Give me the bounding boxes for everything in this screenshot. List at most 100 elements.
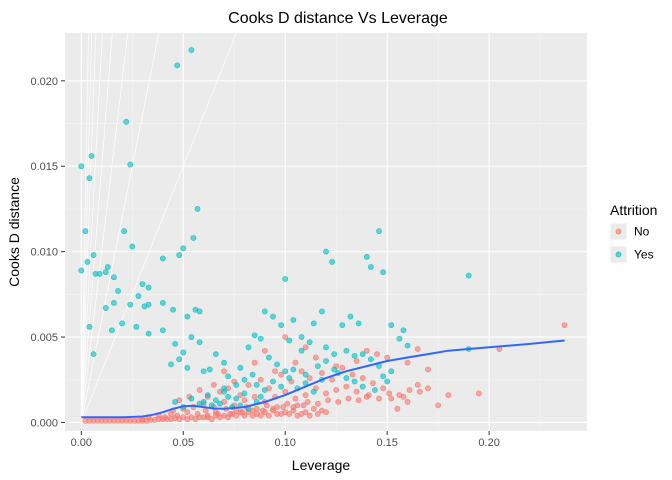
data-point-yes xyxy=(290,366,297,373)
data-point-no xyxy=(353,388,360,395)
data-point-yes xyxy=(133,323,140,330)
data-point-no xyxy=(312,354,319,361)
data-point-no xyxy=(414,381,421,388)
data-point-yes xyxy=(84,258,91,265)
data-point-no xyxy=(345,395,352,402)
data-point-no xyxy=(210,381,217,388)
data-point-no xyxy=(270,405,276,412)
data-point-no xyxy=(306,375,313,381)
data-point-yes xyxy=(282,276,289,282)
data-point-yes xyxy=(88,153,95,159)
data-point-no xyxy=(365,392,372,399)
data-point-no xyxy=(251,393,258,400)
data-point-yes xyxy=(278,322,285,328)
data-point-yes xyxy=(278,383,285,390)
data-point-no xyxy=(302,344,309,351)
data-point-no xyxy=(353,358,360,364)
data-point-yes xyxy=(123,118,130,125)
data-point-no xyxy=(310,405,317,412)
data-point-yes xyxy=(96,270,103,277)
data-point-no xyxy=(257,376,264,383)
data-point-no xyxy=(196,387,203,393)
y-axis-title: Cooks D distance xyxy=(6,177,22,287)
data-point-no xyxy=(369,380,376,387)
data-point-no xyxy=(476,390,482,397)
data-point-yes xyxy=(257,393,264,400)
data-point-no xyxy=(445,392,452,399)
data-point-no xyxy=(194,411,201,417)
data-point-yes xyxy=(127,301,134,308)
data-point-yes xyxy=(404,342,411,349)
y-tick-label: 0.010 xyxy=(30,247,58,259)
data-point-yes xyxy=(261,387,268,393)
data-point-no xyxy=(416,388,423,395)
data-point-yes xyxy=(119,320,125,327)
data-point-yes xyxy=(127,161,134,168)
y-tick-label: 0.000 xyxy=(30,417,58,429)
data-point-no xyxy=(329,376,336,383)
data-point-yes xyxy=(323,344,329,351)
data-point-yes xyxy=(347,313,354,320)
data-point-no xyxy=(261,347,268,354)
data-point-yes xyxy=(102,305,109,311)
x-axis-title: Leverage xyxy=(292,457,351,473)
y-axis: 0.000 0.005 0.010 0.015 0.020 xyxy=(30,76,65,429)
data-point-no xyxy=(284,400,291,407)
data-point-yes xyxy=(145,301,152,308)
x-axis: 0.00 0.05 0.10 0.15 0.20 xyxy=(71,431,500,449)
panel-background xyxy=(65,33,587,431)
data-point-yes xyxy=(270,313,276,320)
data-point-no xyxy=(319,370,325,376)
data-point-no xyxy=(343,383,350,390)
data-point-no xyxy=(302,409,309,416)
data-point-yes xyxy=(176,356,183,363)
data-point-yes xyxy=(145,284,152,291)
data-point-yes xyxy=(82,228,89,235)
data-point-yes xyxy=(180,245,187,252)
data-point-yes xyxy=(188,395,195,402)
smooth-line xyxy=(81,339,565,419)
data-point-no xyxy=(184,409,191,416)
data-point-yes xyxy=(108,327,115,334)
data-point-no xyxy=(298,368,305,375)
data-point-yes xyxy=(241,390,248,397)
data-point-yes xyxy=(257,335,264,342)
x-tick-label: 0.10 xyxy=(275,437,296,449)
data-point-yes xyxy=(233,381,240,388)
data-point-yes xyxy=(221,385,227,392)
data-point-no xyxy=(314,411,321,417)
data-point-yes xyxy=(249,371,256,378)
data-point-yes xyxy=(331,351,338,358)
data-point-yes xyxy=(233,395,240,402)
data-point-no xyxy=(349,371,356,378)
data-point-yes xyxy=(206,366,213,373)
legend-label-no: No xyxy=(634,225,650,239)
data-point-yes xyxy=(212,351,219,358)
data-point-no xyxy=(414,346,421,352)
data-point-yes xyxy=(225,393,232,400)
data-point-yes xyxy=(129,243,136,250)
y-tick-label: 0.005 xyxy=(30,332,58,344)
data-point-yes xyxy=(225,373,232,380)
data-point-no xyxy=(204,412,211,419)
data-point-no xyxy=(241,397,248,404)
data-point-no xyxy=(162,414,168,421)
data-point-yes xyxy=(343,347,350,354)
data-point-no xyxy=(335,399,342,405)
data-point-yes xyxy=(302,371,309,378)
data-point-yes xyxy=(204,392,211,399)
data-point-no xyxy=(290,404,297,410)
data-point-yes xyxy=(274,361,280,368)
data-point-no xyxy=(314,400,321,407)
data-point-no xyxy=(300,402,307,409)
data-point-no xyxy=(227,411,234,417)
data-point-no xyxy=(266,412,272,419)
legend-swatch-no xyxy=(615,228,622,235)
data-point-yes xyxy=(396,335,403,342)
data-point-yes xyxy=(306,339,313,346)
data-point-yes xyxy=(286,337,293,344)
data-point-no xyxy=(174,412,181,419)
data-point-no xyxy=(202,407,209,414)
data-point-no xyxy=(339,364,346,371)
